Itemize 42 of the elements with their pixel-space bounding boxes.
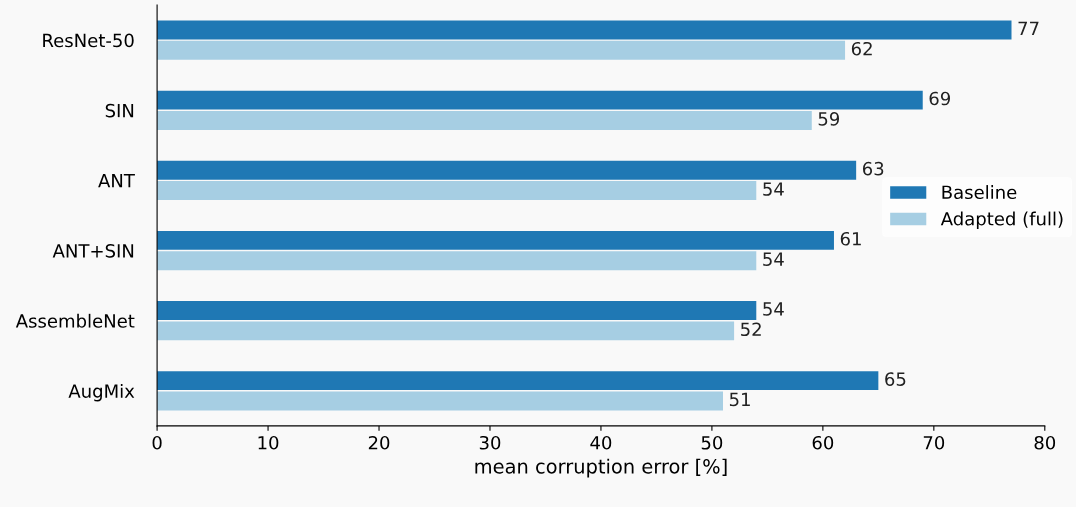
legend-label: Adapted (full) [940, 211, 1063, 230]
y-tick-label: ResNet-50 [43, 33, 134, 48]
data-label: 54 [763, 302, 784, 316]
data-label: 52 [741, 322, 761, 337]
x-tick-label: 10 [258, 435, 279, 450]
bar [157, 90, 923, 110]
data-label: 65 [885, 372, 906, 386]
data-label: 62 [851, 41, 872, 56]
bar [157, 181, 757, 201]
x-tick-label: 0 [152, 435, 162, 450]
bar [157, 391, 723, 411]
bar [157, 301, 757, 320]
x-tick-label: 50 [701, 435, 723, 450]
x-tick-label: 30 [479, 435, 501, 450]
x-tick-label: 20 [368, 435, 390, 450]
data-label: 54 [763, 182, 784, 196]
data-label: 61 [840, 231, 861, 246]
y-tick-label: ANT [98, 174, 135, 188]
data-label: 63 [862, 161, 884, 176]
bar [157, 371, 879, 391]
bar [157, 40, 846, 60]
data-label: 51 [729, 392, 750, 407]
data-label: 77 [1018, 21, 1039, 35]
legend-label: Baseline [942, 185, 1017, 200]
y-tick-label: SIN [105, 103, 134, 118]
data-label: 59 [818, 112, 840, 126]
y-tick-label: AssembleNet [15, 313, 135, 328]
bar [157, 251, 757, 271]
x-tick-label: 70 [923, 435, 945, 450]
x-tick-label: 60 [812, 435, 834, 450]
bar [157, 321, 735, 341]
bar [157, 20, 1012, 40]
bar [157, 110, 812, 130]
data-label: 69 [929, 91, 950, 106]
data-label: 54 [763, 252, 784, 266]
x-axis-title: mean corruption error [%] [475, 458, 727, 478]
x-tick-label: 40 [590, 435, 612, 450]
bar [157, 230, 834, 250]
x-tick-label: 80 [1034, 435, 1056, 450]
y-tick-label: AugMix [68, 383, 135, 402]
bar [157, 160, 857, 180]
y-tick-label: ANT+SIN [52, 244, 134, 258]
